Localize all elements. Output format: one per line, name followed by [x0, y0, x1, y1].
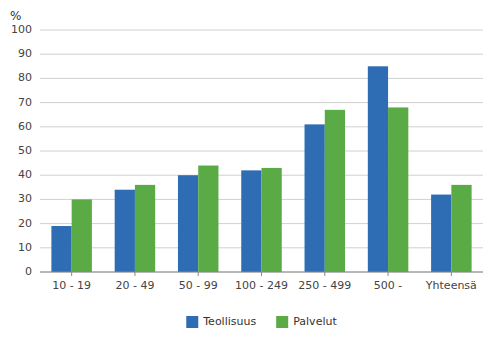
- grid-line: [40, 54, 483, 55]
- legend-swatch: [186, 316, 198, 328]
- bar: [198, 166, 218, 272]
- legend-label: Teollisuus: [202, 315, 256, 328]
- bar: [368, 66, 388, 272]
- x-tick-label: 250 - 499: [298, 279, 351, 292]
- x-tick-label: 100 - 249: [235, 279, 288, 292]
- x-tick: [324, 272, 325, 276]
- y-tick-label: 80: [18, 71, 32, 84]
- bar: [451, 185, 471, 272]
- bar: [431, 195, 451, 272]
- y-tick-label: 40: [18, 168, 32, 181]
- bar: [388, 107, 408, 272]
- legend-item: Teollisuus: [186, 315, 256, 328]
- grid: [40, 30, 483, 272]
- x-tick-label: 500 -: [374, 279, 402, 292]
- bar: [72, 199, 92, 272]
- legend-label: Palvelut: [293, 315, 337, 328]
- y-tick-label: 20: [18, 217, 32, 230]
- bar: [51, 226, 71, 272]
- bars: [51, 66, 471, 272]
- bar: [178, 175, 198, 272]
- bar: [241, 170, 261, 272]
- x-tick: [388, 272, 389, 276]
- y-tick-label: 10: [18, 241, 32, 254]
- x-tick: [134, 272, 135, 276]
- y-tick-label: 30: [18, 192, 32, 205]
- bar: [262, 168, 282, 272]
- bar: [305, 124, 325, 272]
- y-axis: 0 10 20 30 40 50 60 70 80 90 100: [11, 23, 32, 278]
- grid-line: [40, 102, 483, 103]
- x-tick: [71, 272, 72, 276]
- grid-line: [40, 151, 483, 152]
- x-tick-label: 20 - 49: [115, 279, 154, 292]
- chart: 0 10 20 30 40 50 60 70 80 90 100% 10 - 19 20 - 49 50 …: [0, 0, 495, 344]
- bar: [115, 190, 135, 272]
- legend-swatch: [276, 316, 288, 328]
- grid-line: [40, 78, 483, 79]
- y-tick-label: 0: [25, 265, 32, 278]
- x-tick: [198, 272, 199, 276]
- y-tick-label: 100: [11, 23, 32, 36]
- chart-container: 0 10 20 30 40 50 60 70 80 90 100% 10 - 19 20 - 49 50 …: [0, 0, 495, 344]
- y-tick-label: 50: [18, 144, 32, 157]
- x-tick-label: Yhteensä: [425, 279, 477, 292]
- x-tick-label: 10 - 19: [52, 279, 91, 292]
- legend: Teollisuus Palvelut: [186, 315, 337, 328]
- y-tick-label: 60: [18, 120, 32, 133]
- grid-line: [40, 126, 483, 127]
- x-tick: [451, 272, 452, 276]
- bar: [325, 110, 345, 272]
- x-tick-label: 50 - 99: [179, 279, 218, 292]
- grid-line: [40, 30, 483, 31]
- x-axis: 10 - 19 20 - 49 50 - 99 100 - 249 250 - 499 5…: [40, 272, 483, 292]
- y-tick-label: 70: [18, 96, 32, 109]
- x-tick: [261, 272, 262, 276]
- legend-item: Palvelut: [276, 315, 337, 328]
- bar: [135, 185, 155, 272]
- y-tick-label: 90: [18, 47, 32, 60]
- y-axis-label: %: [10, 9, 21, 23]
